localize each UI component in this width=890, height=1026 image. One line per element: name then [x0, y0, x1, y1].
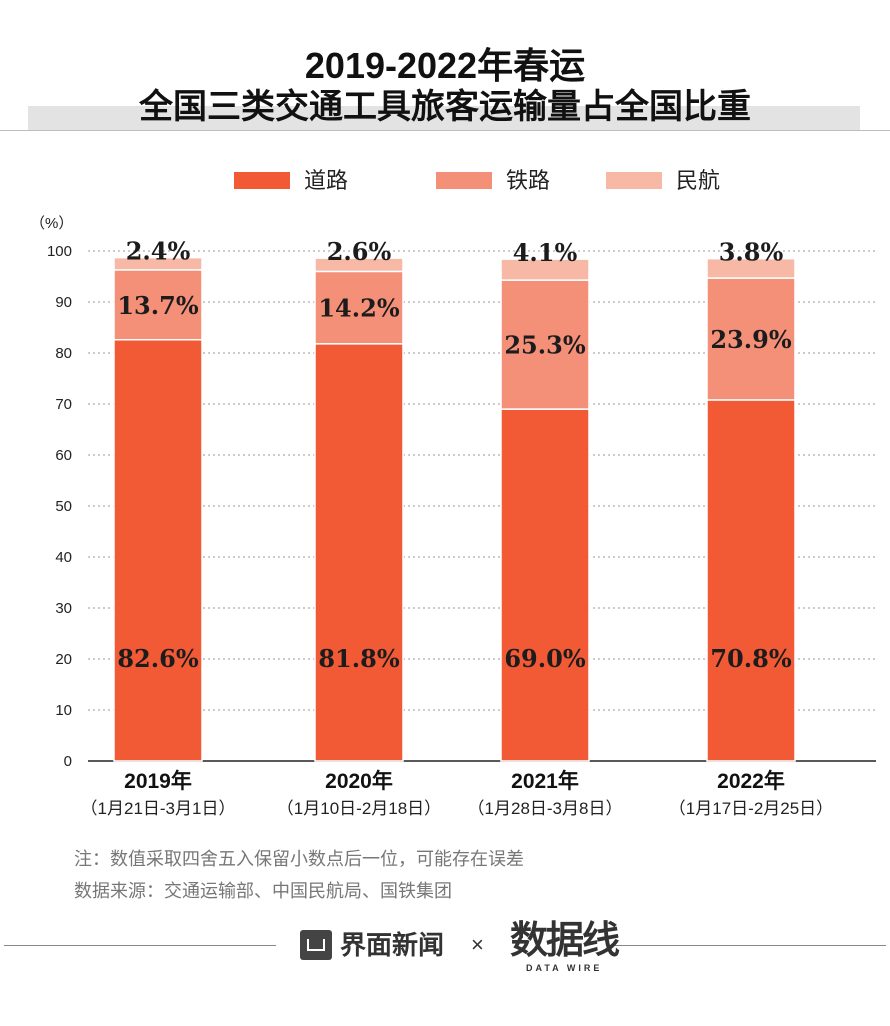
note-source: 数据来源：交通运输部、中国民航局、国铁集团 [74, 881, 452, 901]
y-tick-label-80: 80 [55, 345, 72, 362]
bar-2-series-1 [314, 343, 404, 762]
brand-name: 界面新闻 [340, 930, 445, 960]
bar-3-series-2 [500, 279, 590, 410]
bar-1-series-3 [113, 256, 203, 271]
chart-title-line1: 2019-2022年春运 [304, 45, 586, 86]
footer-divider-left [4, 945, 276, 946]
y-tick-label-70: 70 [55, 396, 72, 413]
bar-3-series-3 [500, 258, 590, 281]
data-wire-logo-subtext: DATA WIRE [526, 963, 603, 973]
y-tick-label-90: 90 [55, 294, 72, 311]
bar-1-series-2 [113, 269, 203, 341]
bar-4-series-3 [706, 257, 796, 279]
legend-label-1: 道路 [304, 168, 348, 193]
x-category-label-2: 2020年 [325, 769, 393, 793]
note-rounding: 注：数值采取四舍五入保留小数点后一位，可能存在误差 [74, 849, 524, 869]
x-category-label-4: 2022年 [717, 769, 785, 793]
data-label-1-series-1: 82.6% [117, 644, 198, 673]
data-label-3-series-3: 4.1% [513, 238, 578, 267]
legend-label-2: 铁路 [506, 168, 550, 193]
data-label-1-series-3: 2.4% [126, 237, 191, 266]
chart-title-line2: 全国三类交通工具旅客运输量占全国比重 [139, 88, 751, 126]
y-tick-label-40: 40 [55, 549, 72, 566]
x-category-label-1: 2019年 [124, 769, 192, 793]
x-category-date-range-2: （1月10日-2月18日） [277, 799, 441, 818]
data-label-1-series-2: 13.7% [117, 291, 198, 320]
y-tick-label-100: 100 [47, 243, 72, 260]
y-tick-label-50: 50 [55, 498, 72, 515]
bar-3-series-1 [500, 408, 590, 762]
legend-swatch-3 [606, 172, 662, 189]
data-label-3-series-2: 25.3% [504, 331, 585, 360]
data-label-2-series-2: 14.2% [318, 294, 399, 323]
y-tick-label-10: 10 [55, 702, 72, 719]
x-category-date-range-1: （1月21日-3月1日） [81, 799, 236, 818]
x-category-date-range-4: （1月17日-2月25日） [669, 799, 833, 818]
data-label-4-series-2: 23.9% [710, 325, 791, 354]
legend-swatch-1 [234, 172, 290, 189]
bar-2-series-3 [314, 257, 404, 273]
data-label-4-series-1: 70.8% [710, 644, 791, 673]
title-divider [0, 130, 890, 131]
legend-label-3: 民航 [676, 168, 720, 193]
y-tick-label-60: 60 [55, 447, 72, 464]
legend-swatch-2 [436, 172, 492, 189]
y-tick-label-0: 0 [64, 753, 72, 770]
y-axis-unit-label: （%） [30, 215, 73, 232]
bar-1-series-1 [113, 338, 203, 762]
data-label-2-series-3: 2.6% [327, 237, 392, 266]
jiemian-news-icon [300, 930, 332, 960]
title-highlight-band [28, 106, 860, 130]
y-tick-label-30: 30 [55, 600, 72, 617]
data-label-4-series-3: 3.8% [719, 238, 784, 267]
brand-separator: × [471, 932, 484, 957]
stacked-bar-chart: 道路 铁路 民航 （%） 0 10 20 30 40 50 60 70 80 90 100 82.6% 13.7… [30, 168, 876, 818]
footer-divider-right [610, 945, 886, 946]
bar-4-series-1 [706, 399, 796, 762]
x-category-label-3: 2021年 [511, 769, 579, 793]
data-label-3-series-1: 69.0% [504, 644, 585, 673]
data-label-2-series-1: 81.8% [318, 644, 399, 673]
x-category-date-range-3: （1月28日-3月8日） [468, 799, 623, 818]
data-wire-logo: 数据线 [510, 917, 620, 962]
y-tick-label-20: 20 [55, 651, 72, 668]
